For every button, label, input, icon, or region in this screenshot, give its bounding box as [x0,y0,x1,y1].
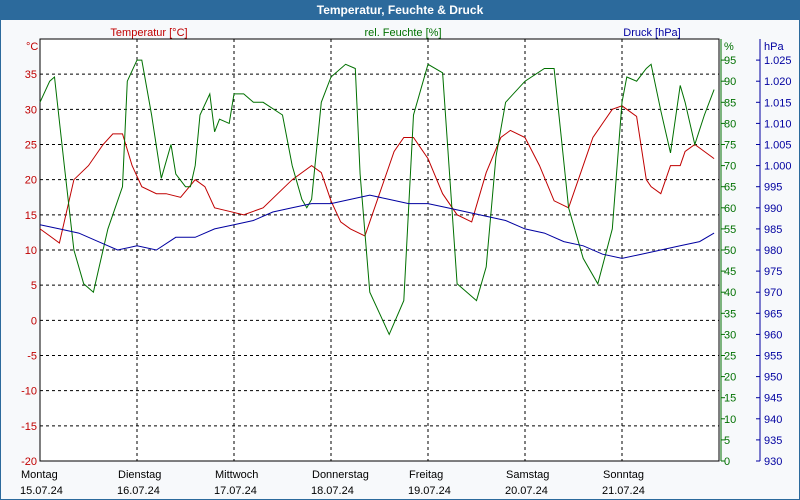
x-tick-day: Freitag [409,469,443,481]
temperature-axis-unit: °C [26,41,38,53]
humidity-tick-label: 15 [724,393,736,405]
humidity-tick-label: 80 [724,118,736,130]
x-tick-date: 19.07.24 [408,485,451,497]
x-tick-day: Donnerstag [312,469,369,481]
pressure-tick-label: 950 [764,372,782,384]
pressure-series-label: Druck [hPa] [623,27,680,39]
axes: 35302520151050-5-10-15-20Montag15.07.24D… [20,39,792,497]
pressure-tick-label: 1.020 [764,76,792,88]
humidity-tick-label: 40 [724,287,736,299]
temperature-tick-label: 5 [31,280,37,292]
plot-frame [39,38,720,462]
pressure-tick-label: 1.005 [764,140,792,152]
temperature-tick-label: -10 [21,386,37,398]
temperature-tick-label: 0 [31,315,37,327]
humidity-tick-label: 60 [724,203,736,215]
grid [39,38,720,462]
humidity-tick-label: 75 [724,140,736,152]
humidity-series-label: rel. Feuchte [%] [364,27,441,39]
temperature-tick-label: 20 [25,175,37,187]
pressure-tick-label: 960 [764,329,782,341]
temperature-tick-label: 10 [25,245,37,257]
pressure-tick-label: 970 [764,287,782,299]
pressure-tick-label: 940 [764,414,782,426]
humidity-tick-label: 70 [724,161,736,173]
humidity-tick-label: 65 [724,182,736,194]
pressure-tick-label: 955 [764,351,782,363]
pressure-tick-label: 990 [764,203,782,215]
pressure-line [39,194,715,259]
humidity-tick-label: 25 [724,351,736,363]
window-title: Temperatur, Feuchte & Druck [1,1,799,20]
humidity-tick-label: 35 [724,308,736,320]
series-lines [39,59,715,336]
temperature-tick-label: -20 [21,456,37,468]
x-tick-date: 21.07.24 [602,485,645,497]
pressure-tick-label: 1.015 [764,97,792,109]
x-tick-date: 16.07.24 [117,485,160,497]
x-tick-date: 18.07.24 [311,485,354,497]
pressure-tick-label: 995 [764,182,782,194]
pressure-tick-label: 1.010 [764,118,792,130]
pressure-tick-label: 1.025 [764,55,792,67]
temperature-tick-label: 25 [25,140,37,152]
x-tick-date: 15.07.24 [20,485,63,497]
pressure-tick-label: 935 [764,435,782,447]
humidity-axis-unit: % [724,41,734,53]
pressure-tick-label: 945 [764,393,782,405]
temperature-tick-label: 15 [25,210,37,222]
temperature-tick-label: -15 [21,421,37,433]
temperature-line [39,105,715,244]
humidity-tick-label: 90 [724,76,736,88]
x-tick-day: Sonntag [603,469,644,481]
temperature-tick-label: 30 [25,104,37,116]
x-tick-day: Mittwoch [215,469,258,481]
humidity-tick-label: 55 [724,224,736,236]
pressure-tick-label: 965 [764,308,782,320]
humidity-tick-label: 95 [724,55,736,67]
humidity-tick-label: 85 [724,97,736,109]
pressure-tick-label: 985 [764,224,782,236]
x-tick-date: 20.07.24 [505,485,548,497]
pressure-tick-label: 980 [764,245,782,257]
humidity-tick-label: 0 [724,456,730,468]
pressure-axis-unit: hPa [764,41,784,53]
pressure-tick-label: 1.000 [764,161,792,173]
labels: °C Temperatur [°C] rel. Feuchte [%] Druc… [26,27,784,53]
humidity-tick-label: 5 [724,435,730,447]
temperature-tick-label: -5 [27,351,37,363]
pressure-tick-label: 930 [764,456,782,468]
temperature-tick-label: 35 [25,69,37,81]
humidity-tick-label: 45 [724,266,736,278]
humidity-tick-label: 20 [724,372,736,384]
humidity-tick-label: 50 [724,245,736,257]
humidity-tick-label: 10 [724,414,736,426]
humidity-line [39,59,715,336]
x-tick-day: Samstag [506,469,549,481]
x-tick-date: 17.07.24 [214,485,257,497]
x-tick-day: Montag [21,469,58,481]
humidity-tick-label: 30 [724,329,736,341]
x-tick-day: Dienstag [118,469,161,481]
temperature-series-label: Temperatur [°C] [110,27,187,39]
pressure-tick-label: 975 [764,266,782,278]
